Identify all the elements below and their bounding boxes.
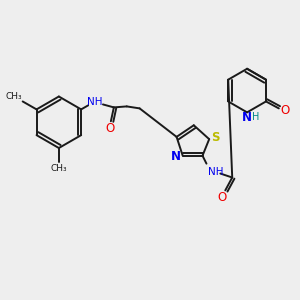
Text: O: O xyxy=(218,191,227,204)
Text: CH₃: CH₃ xyxy=(50,164,67,173)
Text: O: O xyxy=(280,104,289,117)
Text: CH₃: CH₃ xyxy=(5,92,22,101)
Text: NH: NH xyxy=(87,98,103,107)
Text: S: S xyxy=(211,131,219,144)
Text: NH: NH xyxy=(208,167,223,177)
Text: H: H xyxy=(252,112,260,122)
Text: N: N xyxy=(242,111,252,124)
Text: O: O xyxy=(105,122,115,135)
Text: N: N xyxy=(171,150,181,163)
